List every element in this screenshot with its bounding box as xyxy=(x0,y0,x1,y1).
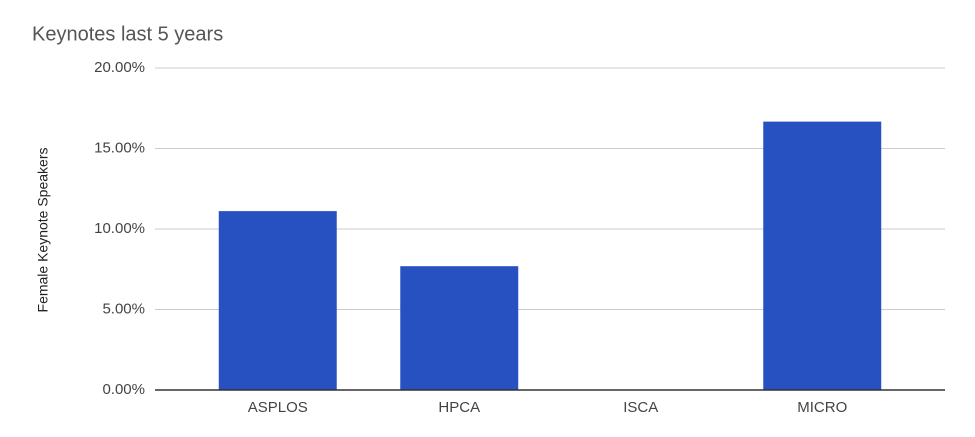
bar xyxy=(400,266,519,390)
y-tick-label: 5.00% xyxy=(102,300,145,317)
x-tick-label: MICRO xyxy=(797,399,847,416)
x-tick-label: ISCA xyxy=(623,399,658,416)
y-tick-label: 15.00% xyxy=(94,139,145,156)
y-tick-label: 20.00% xyxy=(94,59,145,76)
y-axis-label: Female Keynote Speakers xyxy=(35,148,51,313)
chart-title: Keynotes last 5 years xyxy=(32,23,223,45)
bar xyxy=(218,211,337,390)
x-tick-label: ASPLOS xyxy=(248,399,308,416)
bar xyxy=(763,121,882,390)
y-tick-label: 0.00% xyxy=(102,381,145,398)
x-tick-label: HPCA xyxy=(438,399,480,416)
y-tick-label: 10.00% xyxy=(94,220,145,237)
